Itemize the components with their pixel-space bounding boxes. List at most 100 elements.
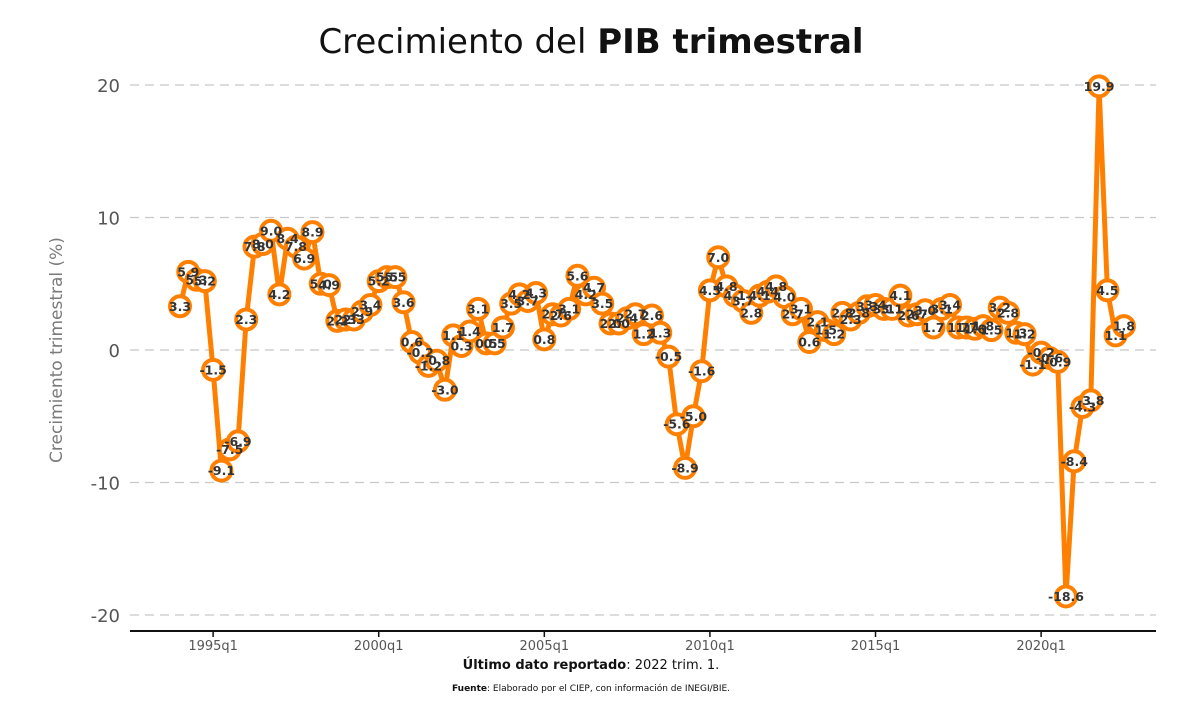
data-point	[358, 292, 383, 317]
data-label: 5.2	[194, 274, 216, 289]
data-label: -1.2	[415, 358, 442, 373]
data-label: 8.0	[252, 237, 274, 252]
data-label: 2.6	[550, 308, 572, 323]
data-label: 1.2	[1013, 327, 1035, 342]
data-label: 5.6	[566, 268, 588, 283]
data-point	[557, 296, 582, 321]
data-point	[532, 327, 557, 352]
data-label: 4.2	[268, 287, 290, 302]
data-label: 2.7	[624, 307, 646, 322]
footnote-source-bold: Fuente	[451, 684, 487, 694]
x-tick-label: 1995q1	[188, 639, 238, 654]
data-label: -1.1	[1019, 357, 1046, 372]
data-label: 4.7	[583, 280, 605, 295]
data-label: 4.1	[889, 288, 911, 303]
data-point	[234, 307, 259, 332]
data-label: 3.1	[931, 301, 953, 316]
data-label: 4.1	[749, 288, 771, 303]
data-label: 2.0	[599, 316, 621, 331]
data-label: -0.2	[1027, 345, 1054, 360]
y-tick-label: 0	[109, 341, 120, 362]
data-label: 0.6	[401, 335, 423, 350]
x-tick-label: 2005q1	[520, 639, 570, 654]
data-point	[432, 377, 457, 402]
data-label: 7.8	[285, 239, 307, 254]
data-label: 0.8	[533, 332, 555, 347]
data-point	[1062, 449, 1087, 474]
data-label: 3.4	[359, 297, 381, 312]
data-label: 1.7	[956, 320, 978, 335]
footnote-last-data-text: : 2022 trim. 1.	[626, 658, 720, 673]
data-label: 5.5	[384, 270, 406, 285]
data-label: -3.0	[431, 382, 459, 397]
footnote-last-data-bold: Último dato reportado	[462, 658, 627, 673]
data-label: 5.3	[185, 272, 207, 287]
data-label: 0.6	[798, 335, 820, 350]
data-label: 2.7	[906, 307, 928, 322]
data-point	[979, 318, 1004, 343]
data-label: 1.1	[442, 328, 464, 343]
data-point	[673, 455, 698, 480]
data-label: 3.1	[790, 301, 812, 316]
data-label: 3.1	[873, 301, 895, 316]
data-label: 1.6	[964, 321, 986, 336]
data-label: 1.7	[947, 320, 969, 335]
data-point	[1053, 584, 1078, 609]
data-label: 1.8	[972, 319, 994, 334]
data-point	[317, 273, 342, 298]
data-point	[938, 292, 963, 317]
data-label: -0.8	[423, 353, 450, 368]
data-label: 2.3	[840, 312, 862, 327]
data-point	[457, 319, 482, 344]
data-label: -4.3	[1069, 399, 1096, 414]
data-label: 4.2	[508, 287, 530, 302]
y-tick-label: 20	[97, 76, 120, 97]
data-label: 2.0	[608, 316, 630, 331]
data-point	[648, 320, 673, 345]
data-label: 3.3	[856, 299, 878, 314]
data-label: 6.9	[293, 251, 315, 266]
data-point	[168, 294, 192, 319]
data-label: 2.8	[848, 305, 870, 320]
data-label: 0.5	[484, 336, 506, 351]
data-point	[888, 283, 913, 308]
data-label: 2.3	[343, 312, 365, 327]
chart-title-prefix: Crecimiento del	[318, 22, 587, 62]
data-label: 7.0	[707, 250, 729, 265]
data-label: 1.5	[980, 323, 1002, 338]
footnote-source: Fuente: Elaborado por el CIEP, con infor…	[0, 684, 1182, 694]
data-label: 4.8	[715, 279, 737, 294]
data-label: 4.3	[525, 286, 547, 301]
data-label: 2.8	[831, 305, 853, 320]
data-point	[1095, 278, 1120, 303]
y-tick-label: -10	[91, 474, 120, 495]
footnote-source-text: : Elaborado por el CIEP, con información…	[487, 684, 731, 694]
data-point	[524, 281, 549, 306]
data-label: -7.5	[216, 442, 243, 457]
data-label: 1.5	[815, 323, 837, 338]
data-label: 7.8	[243, 239, 265, 254]
data-label: 3.4	[939, 297, 961, 312]
data-label: -1.5	[199, 362, 226, 377]
x-tick-label: 2020q1	[1016, 639, 1066, 654]
data-label: 2.6	[641, 308, 663, 323]
data-label: -9.1	[208, 463, 235, 478]
data-label: 1.8	[1113, 319, 1135, 334]
data-label: 1.2	[823, 327, 845, 342]
data-label: -5.6	[663, 417, 691, 432]
data-label: 3.1	[558, 301, 580, 316]
data-point	[383, 265, 408, 290]
data-label: -18.6	[1048, 589, 1084, 604]
data-label: 3.5	[591, 296, 613, 311]
data-label: 2.9	[351, 304, 373, 319]
data-label: 2.7	[542, 307, 564, 322]
data-label: 1.3	[1005, 325, 1027, 340]
y-tick-label: -20	[91, 606, 120, 627]
data-label: -3.8	[1077, 393, 1104, 408]
data-label: -0.5	[655, 349, 682, 364]
data-label: 2.4	[616, 311, 638, 326]
data-label: 3.3	[169, 299, 191, 314]
data-label: 1.4	[459, 324, 481, 339]
data-label: 3.5	[500, 296, 522, 311]
data-label: 1.7	[492, 320, 514, 335]
